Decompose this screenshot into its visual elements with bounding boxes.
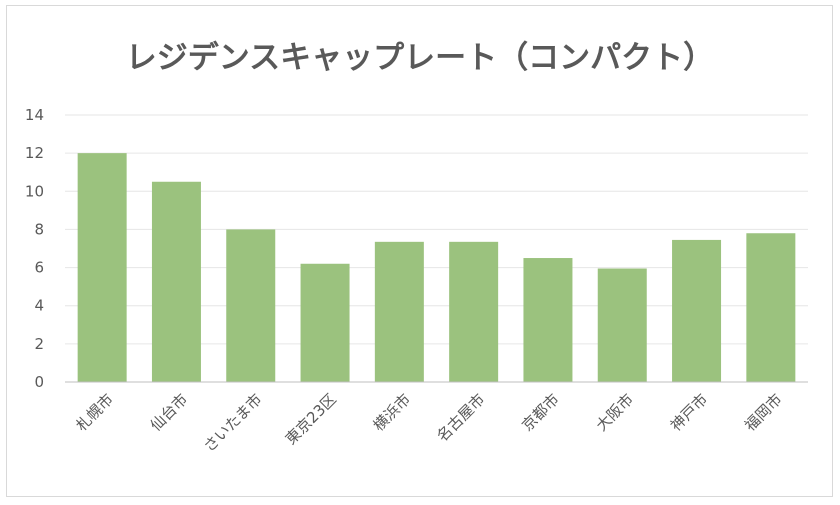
x-tick-label: 札幌市: [72, 390, 117, 435]
bar: [77, 153, 127, 382]
chart-title: レジデンスキャップレート（コンパクト）: [125, 40, 715, 76]
y-tick-label: 12: [25, 144, 44, 162]
bar: [523, 258, 573, 382]
y-tick-label: 0: [34, 373, 44, 391]
bar: [226, 229, 276, 382]
bar: [672, 239, 722, 382]
x-tick-label: さいたま市: [200, 390, 265, 455]
y-tick-label: 8: [34, 220, 44, 238]
y-tick-label: 14: [25, 106, 44, 124]
y-tick-label: 4: [34, 297, 44, 315]
x-tick-label: 横浜市: [370, 390, 415, 435]
bar: [449, 241, 499, 382]
x-tick-label: 名古屋市: [433, 390, 488, 445]
bar: [374, 241, 424, 382]
x-tick-label: 東京23区: [282, 390, 340, 448]
bar: [597, 268, 647, 382]
x-tick-label: 福岡市: [741, 390, 786, 435]
y-tick-label: 2: [34, 335, 44, 353]
bar: [746, 233, 796, 382]
x-tick-label: 京都市: [518, 390, 563, 435]
y-tick-label: 6: [34, 259, 44, 277]
bar: [300, 263, 350, 382]
y-tick-label: 10: [25, 182, 44, 200]
x-tick-label: 大阪市: [593, 390, 638, 435]
x-tick-label: 仙台市: [147, 390, 192, 435]
bar: [151, 181, 201, 382]
x-tick-label: 神戸市: [667, 390, 712, 435]
